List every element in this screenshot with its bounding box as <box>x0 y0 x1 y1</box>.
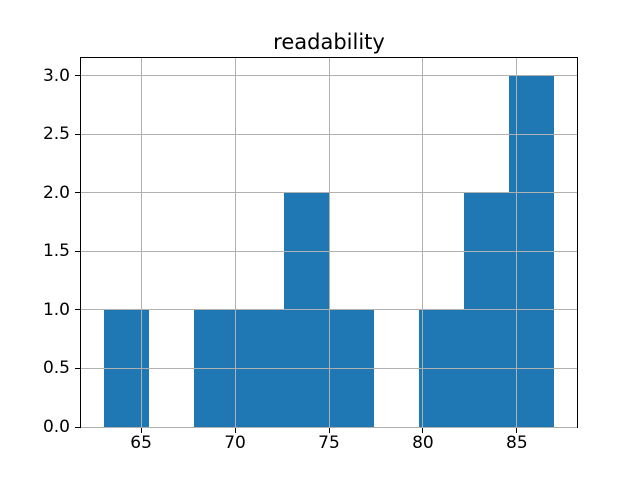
gridline-vertical <box>328 58 330 427</box>
grid-layer <box>81 58 577 428</box>
x-tick <box>234 428 236 433</box>
x-tick <box>422 428 424 433</box>
gridline-horizontal <box>81 192 577 194</box>
y-tick-label: 0.0 <box>42 417 70 437</box>
x-tick-label: 75 <box>318 433 340 453</box>
gridline-horizontal <box>81 309 577 311</box>
x-tick-label: 80 <box>412 433 434 453</box>
x-tick-label: 65 <box>130 433 152 453</box>
x-tick-label: 85 <box>506 433 528 453</box>
y-tick-label: 3.0 <box>42 65 70 86</box>
y-tick <box>75 367 80 369</box>
y-tick <box>75 250 80 252</box>
y-tick-label: 1.5 <box>42 241 70 262</box>
gridline-horizontal <box>81 75 577 77</box>
y-tick-label: 2.5 <box>42 124 70 145</box>
y-tick <box>75 75 80 77</box>
gridline-horizontal <box>81 426 577 428</box>
y-tick <box>75 133 80 135</box>
y-tick <box>75 309 80 311</box>
y-tick-label: 2.0 <box>42 182 70 203</box>
y-tick <box>75 426 80 428</box>
plot-area <box>80 57 578 428</box>
x-tick <box>516 428 518 433</box>
gridline-vertical <box>140 58 142 427</box>
gridline-horizontal <box>81 250 577 252</box>
gridline-vertical <box>516 58 518 427</box>
gridline-horizontal <box>81 133 577 135</box>
y-tick-label: 0.5 <box>42 358 70 379</box>
x-tick <box>328 428 330 433</box>
gridline-vertical <box>422 58 424 427</box>
x-tick <box>140 428 142 433</box>
x-tick-label: 70 <box>224 433 246 453</box>
chart-title: readability <box>273 30 385 54</box>
gridline-vertical <box>234 58 236 427</box>
gridline-horizontal <box>81 367 577 369</box>
y-tick <box>75 192 80 194</box>
y-tick-label: 1.0 <box>42 299 70 320</box>
